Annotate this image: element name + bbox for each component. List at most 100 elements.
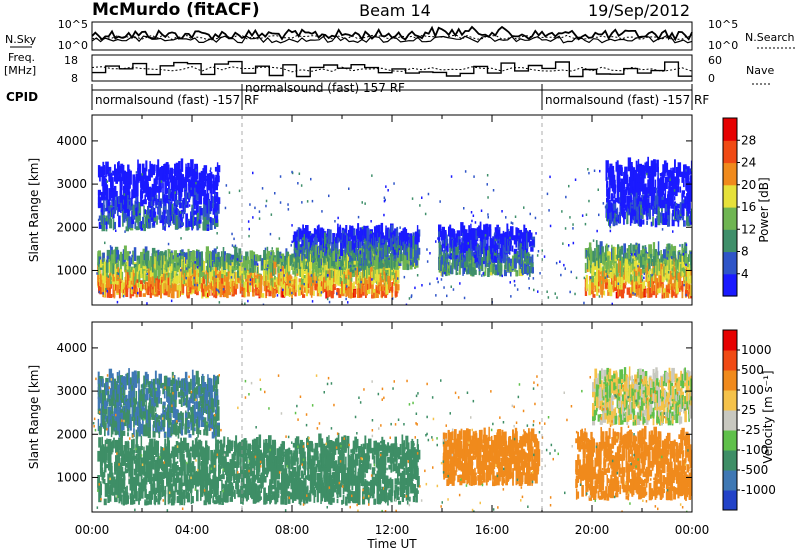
echo-speck xyxy=(256,263,259,266)
echo-cell xyxy=(623,282,625,294)
echo-cell xyxy=(120,251,122,263)
echo-cell xyxy=(596,257,599,263)
echo-cell xyxy=(637,195,640,205)
echo-cell xyxy=(167,261,169,276)
echo-cell xyxy=(158,278,161,290)
echo-cell xyxy=(188,225,190,230)
echo-cell xyxy=(313,261,316,270)
echo-cell xyxy=(630,274,633,282)
echo-cell xyxy=(340,243,343,253)
echo-cell xyxy=(385,250,389,257)
echo-cell xyxy=(113,249,116,262)
echo-cell xyxy=(193,211,195,216)
echo-cell xyxy=(624,269,627,282)
echo-cell xyxy=(637,266,641,276)
echo-cell xyxy=(312,258,315,270)
echo-cell xyxy=(358,287,362,298)
echo-cell xyxy=(527,262,530,267)
echo-cell xyxy=(651,258,653,264)
echo-cell xyxy=(642,173,644,186)
echo-cell xyxy=(353,260,356,265)
echo-cell xyxy=(612,265,615,272)
echo-cell xyxy=(216,165,221,173)
echo-cell xyxy=(388,245,392,252)
echo-cell xyxy=(106,287,110,298)
echo-cell xyxy=(274,268,276,275)
echo-cell xyxy=(689,189,692,202)
echo-cell xyxy=(165,194,169,204)
echo-cell xyxy=(610,196,614,201)
echo-cell xyxy=(602,254,604,265)
echo-cell xyxy=(272,293,275,298)
echo-cell xyxy=(485,226,489,239)
echo-cell xyxy=(297,284,301,296)
echo-cell xyxy=(681,206,685,216)
echo-cell xyxy=(166,281,168,292)
echo-cell xyxy=(312,255,315,261)
echo-cell xyxy=(606,174,608,181)
echo-cell xyxy=(209,266,212,272)
cpid-label: CPID xyxy=(6,90,38,104)
echo-cell xyxy=(302,294,306,298)
echo-cell xyxy=(345,225,348,237)
echo-cell xyxy=(135,288,138,298)
echo-cell xyxy=(101,223,103,232)
echo-cell xyxy=(380,222,384,237)
echo-cell xyxy=(101,202,104,215)
echo-cell xyxy=(322,262,324,274)
echo-cell xyxy=(529,258,532,264)
echo-cell xyxy=(105,221,108,230)
echo-cell xyxy=(302,228,305,239)
echo-cell xyxy=(618,170,621,181)
echo-cell xyxy=(239,255,243,267)
echo-cell xyxy=(344,246,346,253)
freq-tick-top: 18 xyxy=(64,54,78,67)
echo-cell xyxy=(144,252,147,264)
echo-cell xyxy=(253,288,256,293)
echo-speck xyxy=(513,279,516,283)
echo-speck xyxy=(411,197,414,200)
echo-cell xyxy=(364,259,367,268)
echo-cell xyxy=(453,250,456,260)
echo-cell xyxy=(472,267,475,271)
echo-cell xyxy=(635,249,637,258)
echo-cell xyxy=(631,180,633,191)
echo-cell xyxy=(155,280,159,295)
echo-cell xyxy=(688,181,692,189)
echo-cell xyxy=(616,179,619,184)
echo-speck xyxy=(315,280,318,284)
echo-cell xyxy=(640,215,643,220)
echo-cell xyxy=(299,263,302,277)
echo-cell xyxy=(355,262,357,275)
echo-speck xyxy=(403,275,406,279)
echo-cell xyxy=(174,189,177,201)
echo-speck xyxy=(473,175,475,178)
echo-cell xyxy=(316,225,319,238)
echo-cell xyxy=(609,214,611,227)
echo-cell xyxy=(102,252,105,263)
echo-cell xyxy=(653,163,657,176)
echo-cell xyxy=(174,284,178,292)
echo-cell xyxy=(335,248,338,254)
echo-cell xyxy=(337,251,340,257)
echo-speck xyxy=(516,288,519,291)
echo-cell xyxy=(652,173,654,186)
echo-cell xyxy=(220,264,223,273)
echo-cell xyxy=(176,262,180,271)
echo-cell xyxy=(171,284,174,296)
echo-cell xyxy=(503,269,507,277)
echo-cell xyxy=(474,269,477,275)
echo-cell xyxy=(253,266,256,273)
echo-cell xyxy=(127,218,131,229)
echo-cell xyxy=(623,189,627,198)
echo-cell xyxy=(251,259,253,268)
echo-cell xyxy=(145,252,147,267)
echo-cell xyxy=(305,285,308,297)
echo-cell xyxy=(393,257,395,262)
echo-cell xyxy=(346,244,349,253)
echo-cell xyxy=(659,177,663,184)
echo-cell xyxy=(213,266,217,272)
echo-cell xyxy=(175,171,179,180)
echo-cell xyxy=(133,264,137,269)
